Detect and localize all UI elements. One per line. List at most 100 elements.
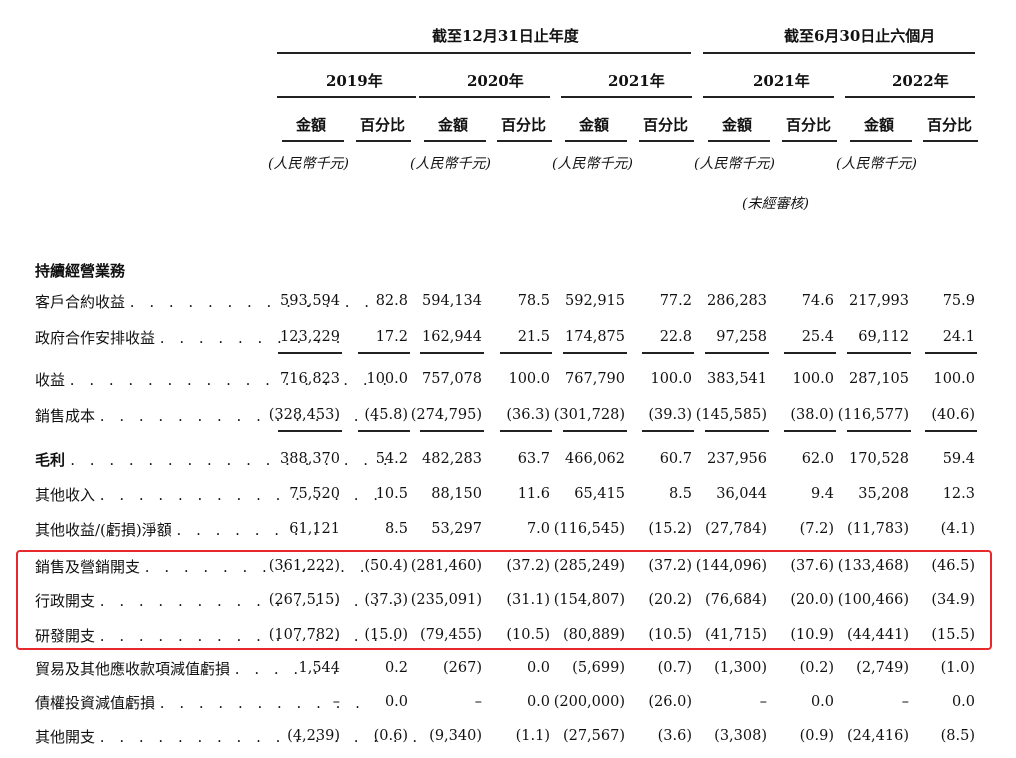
amount-cell: (24,416) bbox=[846, 728, 909, 744]
amount-cell: 75,520 bbox=[289, 486, 340, 502]
percent-header: 百分比 bbox=[360, 116, 406, 134]
percent-cell: (1.1) bbox=[515, 728, 550, 744]
percent-cell: (0.9) bbox=[799, 728, 834, 744]
subtotal-underline bbox=[358, 352, 410, 354]
subtotal-underline bbox=[847, 352, 911, 354]
unaudited-label: (未經審核) bbox=[742, 196, 809, 212]
row-label: 銷售及營銷開支 . . . . . . . . . . . . bbox=[35, 556, 369, 577]
amount-cell: 592,915 bbox=[565, 293, 625, 309]
leader-dots: . . . . . . . . . . . . bbox=[144, 558, 370, 576]
year-header: 2022年 bbox=[892, 72, 949, 90]
amount-cell: 97,258 bbox=[716, 329, 767, 345]
year-underline bbox=[561, 96, 692, 98]
amount-cell: (79,455) bbox=[419, 627, 482, 643]
amount-cell: (267) bbox=[443, 660, 482, 676]
percent-cell: 8.5 bbox=[384, 521, 408, 537]
percent-cell: (37.2) bbox=[648, 558, 692, 574]
row-label-text: 研發開支 bbox=[35, 627, 96, 645]
amount-cell: 383,541 bbox=[707, 371, 767, 387]
percent-cell: (10.5) bbox=[648, 627, 692, 643]
percent-cell: 10.5 bbox=[375, 486, 408, 502]
percent-cell: (20.0) bbox=[790, 592, 834, 608]
amount-cell: (5,699) bbox=[572, 660, 625, 676]
percent-cell: 25.4 bbox=[801, 329, 834, 345]
year-underline bbox=[419, 96, 550, 98]
percent-header-underline bbox=[356, 140, 411, 142]
amount-header-underline bbox=[282, 140, 344, 142]
amount-cell: (44,441) bbox=[846, 627, 909, 643]
amount-cell: 716,823 bbox=[280, 371, 340, 387]
amount-cell: (116,577) bbox=[837, 407, 909, 423]
percent-cell: 63.7 bbox=[517, 451, 550, 467]
amount-cell: 237,956 bbox=[707, 451, 767, 467]
percent-cell: 17.2 bbox=[375, 329, 408, 345]
group-title-six-months: 截至6月30日止六個月 bbox=[784, 27, 936, 45]
unit-label: (人民幣千元) bbox=[268, 156, 349, 172]
amount-cell: 61,121 bbox=[289, 521, 340, 537]
percent-cell: 82.8 bbox=[375, 293, 408, 309]
row-label: 貿易及其他應收款項減值虧損 . . . . . . bbox=[35, 658, 342, 679]
subtotal-underline bbox=[847, 430, 911, 432]
percent-cell: (50.4) bbox=[364, 558, 408, 574]
amount-cell: (4,239) bbox=[287, 728, 340, 744]
amount-cell: 286,283 bbox=[707, 293, 767, 309]
amount-cell: (301,728) bbox=[553, 407, 625, 423]
row-label-text: 政府合作安排收益 bbox=[35, 329, 156, 347]
percent-cell: 78.5 bbox=[517, 293, 550, 309]
unit-label: (人民幣千元) bbox=[410, 156, 491, 172]
amount-cell: (76,684) bbox=[704, 592, 767, 608]
year-underline bbox=[845, 96, 975, 98]
percent-cell: 8.5 bbox=[668, 486, 692, 502]
percent-cell: 11.6 bbox=[517, 486, 550, 502]
amount-cell: 174,875 bbox=[565, 329, 625, 345]
row-label-text: 貿易及其他應收款項減值虧損 bbox=[35, 660, 231, 678]
leader-dots: . . . . . . . . . . . . . . . . . bbox=[70, 451, 393, 469]
percent-cell: 0.2 bbox=[384, 660, 408, 676]
amount-cell: (116,545) bbox=[553, 521, 625, 537]
subtotal-underline bbox=[500, 352, 552, 354]
percent-cell: (4.1) bbox=[940, 521, 975, 537]
amount-cell: – bbox=[759, 694, 767, 710]
percent-cell: 74.6 bbox=[801, 293, 834, 309]
highlight-box bbox=[16, 550, 992, 650]
percent-cell: (45.8) bbox=[364, 407, 408, 423]
row-label-text: 銷售及營銷開支 bbox=[35, 558, 141, 576]
amount-cell: 1,544 bbox=[298, 660, 340, 676]
percent-cell: 100.0 bbox=[366, 371, 408, 387]
subtotal-underline bbox=[278, 430, 342, 432]
percent-cell: (0.6) bbox=[373, 728, 408, 744]
percent-cell: (10.5) bbox=[506, 627, 550, 643]
percent-cell: (1.0) bbox=[940, 660, 975, 676]
row-label-text: 行政開支 bbox=[35, 592, 96, 610]
percent-cell: 7.0 bbox=[526, 521, 550, 537]
row-label: 債權投資減值虧損 . . . . . . . . . . . bbox=[35, 692, 365, 713]
amount-cell: 35,208 bbox=[858, 486, 909, 502]
amount-cell: 88,150 bbox=[431, 486, 482, 502]
divider-group2 bbox=[703, 52, 975, 54]
percent-cell: (10.9) bbox=[790, 627, 834, 643]
amount-cell: – bbox=[332, 694, 340, 710]
percent-cell: 60.7 bbox=[659, 451, 692, 467]
amount-cell: (267,515) bbox=[268, 592, 340, 608]
percent-cell: (15.5) bbox=[931, 627, 975, 643]
percent-cell: 0.0 bbox=[526, 660, 550, 676]
amount-cell: (328,453) bbox=[268, 407, 340, 423]
row-label-text: 收益 bbox=[35, 371, 66, 389]
amount-header-underline bbox=[424, 140, 486, 142]
subtotal-underline bbox=[642, 430, 694, 432]
percent-cell: (8.5) bbox=[940, 728, 975, 744]
amount-cell: (2,749) bbox=[856, 660, 909, 676]
amount-cell: (100,466) bbox=[837, 592, 909, 608]
percent-cell: (0.7) bbox=[657, 660, 692, 676]
amount-cell: 65,415 bbox=[574, 486, 625, 502]
amount-cell: 123,229 bbox=[280, 329, 340, 345]
amount-cell: 53,297 bbox=[431, 521, 482, 537]
percent-header-underline bbox=[782, 140, 837, 142]
subtotal-underline bbox=[642, 352, 694, 354]
amount-cell: – bbox=[474, 694, 482, 710]
amount-cell: 162,944 bbox=[422, 329, 482, 345]
year-header: 2021年 bbox=[753, 72, 810, 90]
percent-cell: (37.6) bbox=[790, 558, 834, 574]
row-label: 銷售成本 . . . . . . . . . . . . . . . bbox=[35, 405, 383, 426]
amount-cell: 388,370 bbox=[280, 451, 340, 467]
